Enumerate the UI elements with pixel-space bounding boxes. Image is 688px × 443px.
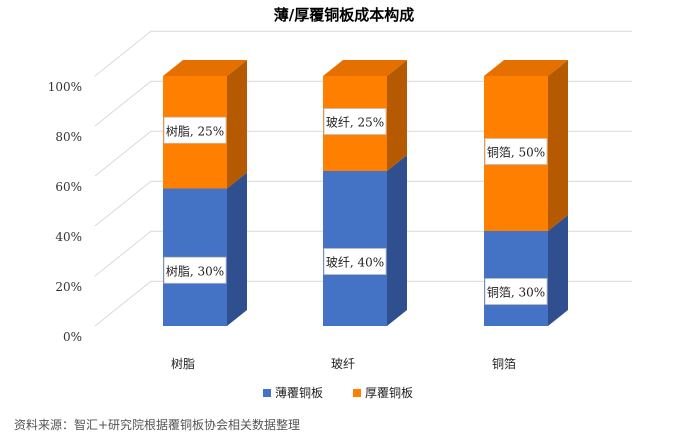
- svg-text:玻纤, 25%: 玻纤, 25%: [326, 116, 384, 130]
- y-tick-label: 40%: [55, 230, 82, 244]
- svg-text:玻纤, 40%: 玻纤, 40%: [326, 256, 384, 270]
- legend-item: 厚覆铜板: [353, 385, 413, 400]
- bar-top: [163, 60, 247, 76]
- y-tick-label: 0%: [63, 330, 82, 344]
- bar-segment: 树脂, 30%: [163, 172, 247, 326]
- bar-top: [484, 60, 568, 76]
- bars: 树脂, 30% 树脂, 25% 玻纤, 40% 玻纤, 25% 铜箔, 30% 铜箔, 5…: [163, 60, 568, 326]
- legend-swatch: [263, 389, 271, 397]
- data-label: 树脂, 30%: [163, 256, 227, 284]
- x-tick-label: 铜箔: [492, 356, 516, 371]
- bar-segment: 玻纤, 40%: [323, 155, 407, 326]
- bar-side: [227, 60, 247, 189]
- y-tick-label: 80%: [55, 130, 82, 144]
- bar-segment: 铜箔, 50%: [484, 60, 568, 231]
- data-label: 铜箔, 50%: [484, 138, 548, 165]
- gridline: [94, 130, 632, 177]
- gridline: [94, 80, 632, 127]
- bar-side: [548, 60, 568, 231]
- svg-text:铜箔, 50%: 铜箔, 50%: [487, 145, 545, 160]
- bar-segment: 树脂, 25%: [163, 60, 247, 189]
- bar-top: [323, 60, 407, 76]
- bar-side: [548, 215, 568, 326]
- x-tick-label: 树脂: [171, 356, 195, 371]
- data-label: 玻纤, 40%: [323, 248, 387, 275]
- legend-swatch: [353, 389, 361, 397]
- data-label: 玻纤, 25%: [323, 108, 387, 135]
- y-axis-ticks: 0% 20% 40% 60% 80% 100%: [48, 80, 82, 344]
- y-tick-label: 20%: [55, 280, 82, 294]
- stacked-bar-chart: 薄/厚覆铜板成本构成 0%20%40%60%80%100% 树脂, 30%树脂,…: [48, 6, 632, 400]
- bar-segment: 玻纤, 25%: [323, 60, 407, 171]
- bar-segment: 铜箔, 30%: [484, 215, 568, 326]
- y-tick-label: 60%: [55, 180, 82, 194]
- chart-title: 薄/厚覆铜板成本构成: [274, 6, 414, 24]
- legend-item: 薄覆铜板: [263, 385, 323, 400]
- legend-label: 厚覆铜板: [365, 385, 413, 400]
- legend: 薄覆铜板 厚覆铜板: [263, 385, 413, 400]
- gridline: [94, 280, 632, 327]
- source-note: 资料来源：智汇+研究院根据覆铜板协会相关数据整理: [14, 418, 301, 432]
- gridline: [94, 180, 632, 227]
- data-label: 树脂, 25%: [163, 116, 227, 144]
- bar-side: [227, 172, 247, 326]
- data-label: 铜箔, 30%: [484, 278, 548, 305]
- svg-text:树脂, 30%: 树脂, 30%: [166, 263, 224, 278]
- bar-side: [387, 60, 407, 171]
- gridline: [94, 30, 632, 77]
- svg-text:铜箔, 30%: 铜箔, 30%: [487, 285, 545, 300]
- legend-label: 薄覆铜板: [275, 385, 323, 400]
- y-tick-label: 100%: [48, 80, 82, 94]
- bar-side: [387, 155, 407, 326]
- gridlines: [94, 30, 632, 327]
- svg-text:树脂, 25%: 树脂, 25%: [166, 123, 224, 138]
- x-tick-label: 玻纤: [331, 357, 355, 371]
- gridline: [94, 230, 632, 277]
- x-axis-ticks: 树脂 玻纤 铜箔: [171, 356, 516, 371]
